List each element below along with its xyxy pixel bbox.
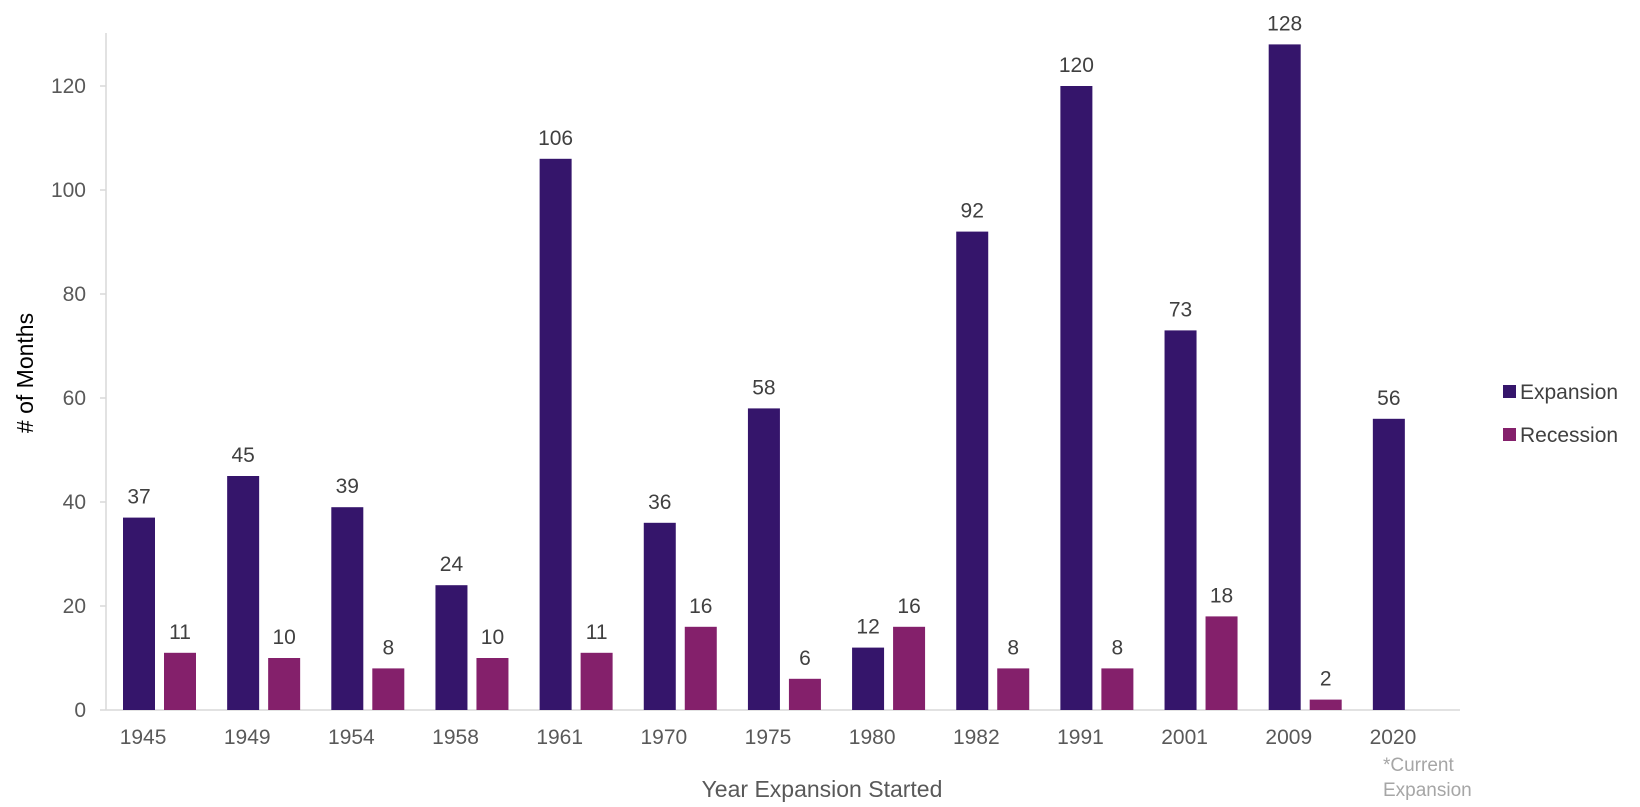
bars-layer [123,44,1405,711]
data-label-recession-1961: 11 [586,621,608,644]
data-label-expansion-1980: 12 [856,616,879,639]
data-label-expansion-1975: 58 [752,376,775,399]
data-label-expansion-1945: 37 [127,486,150,509]
x-tick-label-1980: 1980 [849,726,896,749]
y-tick-label-60: 60 [63,387,86,410]
data-label-recession-2009: 2 [1320,668,1332,691]
legend-label-expansion: Expansion [1520,381,1618,404]
y-tick-label-100: 100 [51,179,86,202]
x-tick-label-2001: 2001 [1161,726,1208,749]
x-tick-label-1982: 1982 [953,726,1000,749]
bar-expansion-1970 [643,522,676,710]
y-tick-label-80: 80 [63,283,86,306]
data-label-expansion-2009: 128 [1267,12,1302,35]
bar-recession-1954 [372,668,405,710]
bar-expansion-1954 [331,507,364,710]
legend-swatch-expansion [1503,385,1516,398]
data-label-recession-1975: 6 [799,647,811,670]
data-labels-layer: 37 11 45 10 39 8 24 10 106 11 36 16 58 6 12 16 92 8 120 8 73… [127,12,1400,690]
legend: Expansion Recession [1503,381,1618,447]
x-tick-label-1949: 1949 [224,726,271,749]
ticks-layer: 1945 1949 1954 1958 1961 1970 1975 1980 1982 1991… [51,75,1416,749]
data-label-recession-2001: 18 [1210,584,1233,607]
data-label-recession-1954: 8 [382,636,394,659]
x-tick-label-2020: 2020 [1370,726,1417,749]
x-tick-label-1958: 1958 [432,726,479,749]
bar-expansion-1980 [852,647,885,710]
bar-recession-1980 [893,626,926,710]
x-tick-label-1961: 1961 [536,726,583,749]
x-axis-title: Year Expansion Started [702,776,943,802]
x-tick-label-1945: 1945 [120,726,167,749]
bar-recession-1949 [268,658,301,710]
x-tick-label-1970: 1970 [640,726,687,749]
data-label-expansion-1991: 120 [1059,54,1094,77]
bar-recession-1991 [1101,668,1134,710]
y-tick-label-120: 120 [51,75,86,98]
y-axis-title: # of Months [12,313,38,433]
bar-expansion-1961 [539,158,572,711]
bar-recession-2001 [1205,616,1238,710]
data-label-expansion-1949: 45 [231,444,254,467]
bar-recession-1982 [997,668,1030,710]
y-tick-label-40: 40 [63,491,86,514]
bar-recession-1975 [788,678,821,710]
bar-expansion-1991 [1060,86,1093,710]
bar-expansion-2009 [1268,44,1301,710]
x-tick-label-1975: 1975 [745,726,792,749]
data-label-expansion-2001: 73 [1169,298,1192,321]
bar-expansion-1975 [747,408,780,710]
data-label-recession-1980: 16 [897,595,920,618]
legend-swatch-recession [1503,428,1516,441]
data-label-expansion-1970: 36 [648,491,671,514]
data-label-expansion-1961: 106 [538,127,573,150]
current-expansion-note-line2: Expansion [1383,780,1472,801]
bar-expansion-2001 [1164,330,1197,710]
data-label-expansion-1982: 92 [961,200,984,223]
bar-expansion-2020 [1372,418,1405,710]
bar-recession-1961 [580,652,613,710]
data-label-recession-1991: 8 [1112,636,1124,659]
bar-recession-1945 [164,652,196,710]
bar-recession-2009 [1309,699,1342,710]
data-label-recession-1949: 10 [272,626,295,649]
x-tick-label-1954: 1954 [328,726,375,749]
data-label-recession-1945: 11 [169,621,191,644]
legend-label-recession: Recession [1520,424,1618,447]
bar-expansion-1949 [227,476,260,710]
data-label-recession-1958: 10 [481,626,504,649]
current-expansion-note-line1: *Current [1383,755,1454,776]
data-label-expansion-2020: 56 [1377,387,1400,410]
data-label-recession-1982: 8 [1007,636,1019,659]
y-tick-label-20: 20 [63,595,86,618]
y-tick-label-0: 0 [74,699,86,722]
data-label-expansion-1958: 24 [440,553,464,576]
bar-recession-1970 [684,626,717,710]
bar-expansion-1982 [956,231,989,710]
bar-expansion-1958 [435,585,468,710]
x-tick-label-1991: 1991 [1057,726,1104,749]
bar-expansion-1945 [123,517,155,710]
x-tick-label-2009: 2009 [1265,726,1312,749]
data-label-expansion-1954: 39 [336,475,359,498]
data-label-recession-1970: 16 [689,595,712,618]
bar-recession-1958 [476,658,509,710]
